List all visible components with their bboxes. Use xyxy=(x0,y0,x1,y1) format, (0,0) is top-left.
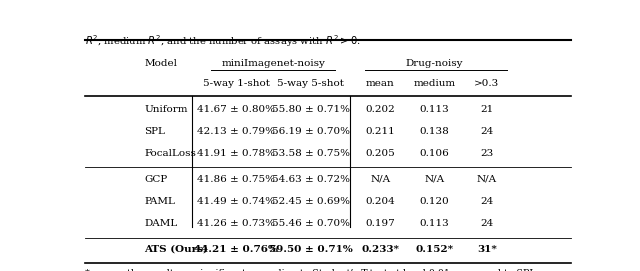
Text: 41.49 ± 0.74%: 41.49 ± 0.74% xyxy=(197,197,275,206)
Text: 52.45 ± 0.69%: 52.45 ± 0.69% xyxy=(271,197,349,206)
Text: 54.63 ± 0.72%: 54.63 ± 0.72% xyxy=(271,175,349,184)
Text: 53.58 ± 0.75%: 53.58 ± 0.75% xyxy=(271,149,349,158)
Text: medium: medium xyxy=(413,79,456,88)
Text: PAML: PAML xyxy=(145,197,175,206)
Text: 56.19 ± 0.70%: 56.19 ± 0.70% xyxy=(271,127,349,136)
Text: Uniform: Uniform xyxy=(145,105,188,114)
Text: Drug-noisy: Drug-noisy xyxy=(406,59,463,67)
Text: 41.91 ± 0.78%: 41.91 ± 0.78% xyxy=(197,149,275,158)
Text: 0.120: 0.120 xyxy=(420,197,449,206)
Text: N/A: N/A xyxy=(424,175,445,184)
Text: 41.67 ± 0.80%: 41.67 ± 0.80% xyxy=(197,105,275,114)
Text: 24: 24 xyxy=(480,127,493,136)
Text: 44.21 ± 0.76%: 44.21 ± 0.76% xyxy=(195,245,278,254)
Text: 55.80 ± 0.71%: 55.80 ± 0.71% xyxy=(271,105,349,114)
Text: 0.113: 0.113 xyxy=(420,105,449,114)
Text: 0.152*: 0.152* xyxy=(415,245,454,254)
Text: 21: 21 xyxy=(480,105,493,114)
Text: >0.3: >0.3 xyxy=(474,79,499,88)
Text: GCP: GCP xyxy=(145,175,168,184)
Text: 0.138: 0.138 xyxy=(420,127,449,136)
Text: Model: Model xyxy=(145,59,177,67)
Text: N/A: N/A xyxy=(370,175,390,184)
Text: 24: 24 xyxy=(480,219,493,228)
Text: 59.50 ± 0.71%: 59.50 ± 0.71% xyxy=(269,245,353,254)
Text: DAML: DAML xyxy=(145,219,178,228)
Text: 5-way 5-shot: 5-way 5-shot xyxy=(277,79,344,88)
Text: 5-way 1-shot: 5-way 1-shot xyxy=(203,79,269,88)
Text: 55.46 ± 0.70%: 55.46 ± 0.70% xyxy=(271,219,349,228)
Text: $R^2$, medium $R^2$, and the number of assays with $R^2 > 0$.: $R^2$, medium $R^2$, and the number of a… xyxy=(85,33,361,49)
Text: 31*: 31* xyxy=(477,245,497,254)
Text: * means the result are significant according to Student’s T-test at level 0.01 c: * means the result are significant accor… xyxy=(85,269,536,271)
Text: N/A: N/A xyxy=(477,175,497,184)
Text: ATS (Ours): ATS (Ours) xyxy=(145,245,209,254)
Text: SPL: SPL xyxy=(145,127,165,136)
Text: 23: 23 xyxy=(480,149,493,158)
Text: miniImagenet-noisy: miniImagenet-noisy xyxy=(221,59,325,67)
Text: 24: 24 xyxy=(480,197,493,206)
Text: 0.204: 0.204 xyxy=(365,197,395,206)
Text: 42.13 ± 0.79%: 42.13 ± 0.79% xyxy=(197,127,275,136)
Text: 0.106: 0.106 xyxy=(420,149,449,158)
Text: 0.205: 0.205 xyxy=(365,149,395,158)
Text: 0.197: 0.197 xyxy=(365,219,395,228)
Text: mean: mean xyxy=(365,79,394,88)
Text: FocalLoss: FocalLoss xyxy=(145,149,196,158)
Text: 0.211: 0.211 xyxy=(365,127,395,136)
Text: 0.113: 0.113 xyxy=(420,219,449,228)
Text: 41.26 ± 0.73%: 41.26 ± 0.73% xyxy=(197,219,275,228)
Text: 0.202: 0.202 xyxy=(365,105,395,114)
Text: 0.233*: 0.233* xyxy=(361,245,399,254)
Text: 41.86 ± 0.75%: 41.86 ± 0.75% xyxy=(197,175,275,184)
